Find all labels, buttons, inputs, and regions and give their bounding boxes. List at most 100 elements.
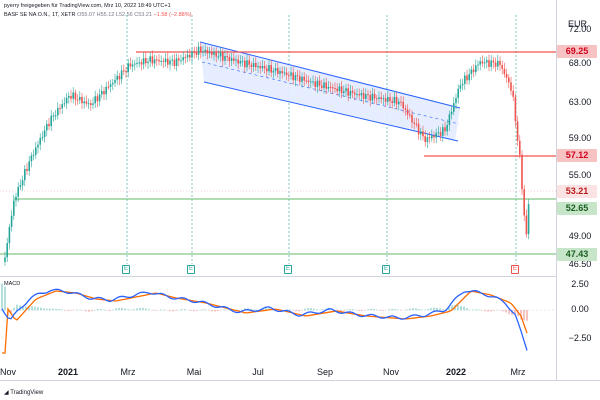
time-tick: 2021 [57, 367, 79, 377]
change-value: −1.58 (−2.88%) [153, 12, 192, 18]
candle-body [279, 71, 281, 74]
candle-body [393, 96, 396, 104]
macd-histogram-bar [427, 309, 429, 311]
macd-label[interactable]: MACD [4, 281, 21, 287]
macd-histogram-bar [253, 309, 255, 311]
candle-body [479, 61, 481, 65]
candle-body [519, 140, 521, 155]
macd-histogram-bar [262, 308, 264, 311]
macd-histogram-bar [67, 310, 69, 311]
macd-histogram-bar [142, 307, 144, 311]
macd-histogram-bar [91, 310, 93, 312]
price-tick: 55.00 [568, 170, 592, 180]
macd-histogram-bar [178, 309, 180, 311]
earnings-event-icon[interactable]: E [284, 265, 292, 274]
candle-body [50, 115, 52, 127]
channel-mid-line [201, 61, 460, 125]
candle-body [35, 147, 37, 155]
candle-body [464, 75, 466, 84]
candle-body [466, 75, 468, 81]
candle-body [433, 135, 435, 138]
macd-histogram-bar [97, 308, 99, 311]
macd-histogram-bar [508, 310, 510, 315]
candle-body [125, 71, 127, 73]
currency-label: EUR [568, 19, 588, 29]
macd-histogram-bar [163, 309, 165, 311]
logo-icon: ◢ [4, 390, 9, 396]
candle-body [508, 77, 510, 83]
candle-body [153, 59, 156, 64]
candle-body [266, 68, 268, 72]
earnings-event-icon[interactable]: E [511, 265, 519, 274]
candle-body [523, 189, 525, 216]
candle-body [312, 81, 314, 83]
macd-line [1, 288, 528, 351]
candle-body [318, 80, 321, 86]
candle-body [197, 46, 200, 55]
symbol-name[interactable]: BASF SE NA O.N., 1T, XETR [4, 12, 76, 18]
macd-histogram-bar [226, 309, 228, 311]
time-tick: Nov [382, 367, 400, 377]
candle-body [323, 82, 325, 88]
candle-body [127, 63, 129, 73]
candle-body [252, 62, 255, 67]
candle-body [17, 186, 19, 197]
candle-body [109, 84, 112, 87]
macd-histogram-bar [406, 309, 408, 311]
candle-body [345, 88, 347, 92]
price-tick: 46.50 [568, 259, 592, 269]
macd-histogram-bar [115, 308, 117, 311]
earnings-event-icon[interactable]: E [122, 265, 130, 274]
candle-body [442, 127, 444, 136]
candle-body [246, 60, 248, 68]
macd-histogram-bar [136, 308, 138, 311]
candle-body [409, 114, 411, 116]
candle-body [180, 60, 182, 62]
candle-body [488, 60, 490, 67]
candle-body [349, 90, 352, 96]
price-tick: 72.00 [568, 24, 592, 34]
macd-histogram-bar [412, 308, 414, 311]
logo-text: TradingView [10, 390, 44, 396]
candle-body [378, 97, 380, 99]
candle-body [237, 59, 239, 64]
macd-histogram-bar [103, 309, 105, 311]
candle-body [481, 61, 484, 64]
macd-histogram-bar [514, 310, 516, 314]
macd-histogram-bar [181, 309, 183, 311]
candle-body [459, 85, 462, 89]
macd-histogram-bar [43, 308, 45, 311]
macd-histogram-bar [250, 308, 252, 311]
macd-histogram-bar [265, 308, 267, 311]
pane-divider[interactable] [0, 276, 556, 277]
candle-body [259, 65, 261, 69]
earnings-event-icon[interactable]: E [382, 265, 390, 274]
earnings-event-icon[interactable]: E [187, 265, 195, 274]
candle-body [411, 114, 413, 123]
macd-histogram-bar [442, 309, 444, 311]
macd-histogram-bar [388, 309, 390, 311]
macd-histogram-bar [346, 309, 348, 311]
candle-body [424, 136, 426, 143]
price-tag-resistance: 57.12 [557, 149, 597, 162]
candle-body [169, 60, 171, 65]
candle-body [277, 68, 279, 74]
candle-body [428, 137, 431, 139]
macd-histogram-bar [298, 310, 300, 312]
macd-histogram-bar [457, 305, 459, 311]
candle-body [235, 59, 237, 61]
macd-histogram-bar [121, 307, 123, 311]
candle-body [299, 76, 301, 82]
macd-histogram-bar [475, 309, 477, 311]
candle-body [118, 75, 121, 80]
macd-histogram-bar [316, 309, 318, 311]
macd-histogram-bar [415, 308, 417, 311]
candle-body [74, 92, 77, 100]
macd-histogram-bar [52, 308, 54, 311]
macd-histogram-bar [370, 308, 372, 311]
price-tick: 59.00 [568, 133, 592, 143]
macd-histogram-bar [520, 310, 522, 320]
candle-body [191, 51, 193, 58]
candle-body [384, 98, 387, 102]
